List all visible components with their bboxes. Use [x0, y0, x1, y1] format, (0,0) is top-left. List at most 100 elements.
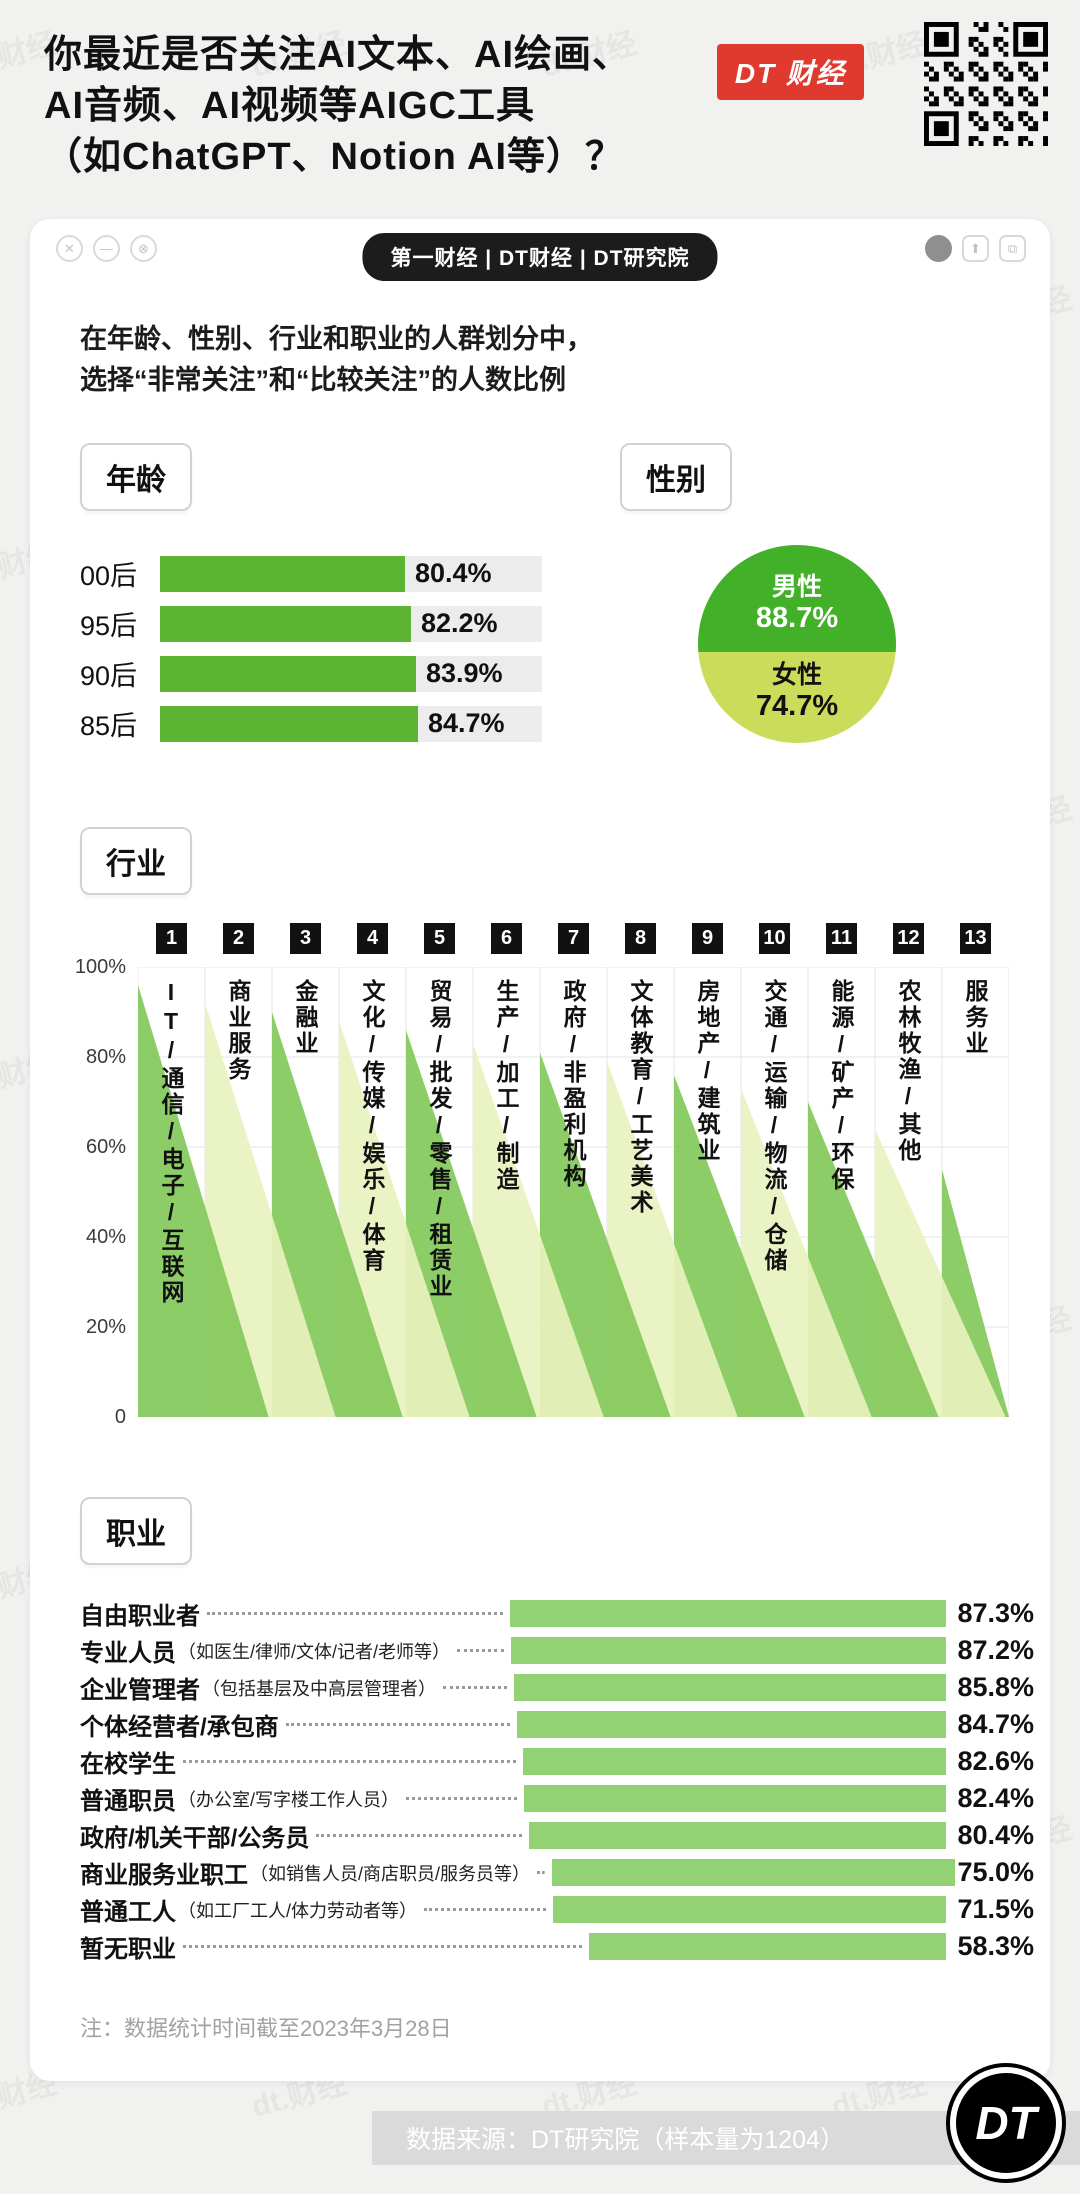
occupation-value-label: 87.3%: [957, 1598, 1034, 1628]
gender-column: 性别 男性 88.7% 女性 74.7%: [620, 443, 1050, 755]
occupation-row: 普通职员 （办公室/写字楼工作人员） 82.4%: [80, 1780, 1034, 1817]
page-title-line-3: （如ChatGPT、Notion AI等）？: [44, 136, 624, 178]
occupation-bar: [589, 1933, 946, 1960]
industry-category-label: 交通/运输/物流/仓储: [761, 979, 787, 1274]
industry-triangle-5: [406, 1030, 537, 1417]
industry-y-tick: 0: [114, 1406, 126, 1428]
age-bar-fill: [160, 555, 405, 592]
occupation-label: 商业服务业职工: [80, 1862, 248, 1889]
occupation-row: 商业服务业职工 （如销售人员/商店职员/服务员等） 75.0%: [80, 1854, 1034, 1891]
industry-area-chart: 100% 80% 60% 40% 20% 0 1 IT/通信/电子/互联网 2 商业服务 3 金融业…: [74, 923, 1050, 1428]
chart-description: 在年龄、性别、行业和职业的人群划分中， 选择“非常关注”和“比较关注”的人数比例: [80, 319, 1050, 401]
footer: 数据来源：DT研究院（样本量为1204） DT: [0, 2063, 1080, 2191]
occupation-bar-chart: 自由职业者 87.3% 专业人员 （如医生/律师/文体/记者/老师等） 87.2% 企业管…: [80, 1595, 1034, 1965]
minimize-icon[interactable]: —: [93, 235, 120, 262]
dotted-leader: [183, 1760, 516, 1763]
close-icon[interactable]: ✕: [56, 235, 83, 262]
industry-triangle-9: [674, 1075, 805, 1417]
window-extra-icon[interactable]: ⊗: [130, 235, 157, 262]
industry-triangle-10: [741, 1088, 872, 1417]
age-bar-track: 84.7%: [160, 705, 542, 742]
industry-number-badge: 9: [692, 923, 723, 954]
occupation-row: 政府/机关干部/公务员 80.4%: [80, 1817, 1034, 1854]
occupation-label-note: （包括基层及中高层管理者）: [202, 1678, 436, 1699]
occupation-bar: [510, 1600, 946, 1627]
age-category-label: 90后: [80, 661, 138, 691]
gender-pie-chart: 男性 88.7% 女性 74.7%: [698, 545, 896, 743]
occupation-row: 个体经营者/承包商 84.7%: [80, 1706, 1034, 1743]
window-header: ✕ — ⊗ 第一财经 | DT财经 | DT研究院 ⬆ ⧉: [30, 219, 1050, 289]
occupation-value-label: 58.3%: [957, 1931, 1034, 1961]
occupation-row: 暂无职业 58.3%: [80, 1928, 1034, 1965]
occupation-row: 在校学生 82.6%: [80, 1743, 1034, 1780]
occupation-label-note: （如医生/律师/文体/记者/老师等）: [178, 1641, 451, 1662]
industry-category-label: 服务业: [962, 979, 988, 1057]
record-icon[interactable]: [925, 235, 952, 262]
industry-triangle-11: [808, 1102, 939, 1417]
qr-code: [924, 22, 1048, 146]
industry-category-label: 房地产/建筑业: [694, 979, 720, 1164]
pie-female-value: 74.7%: [755, 689, 839, 722]
industry-number-badge: 4: [357, 923, 388, 954]
industry-category-label: 政府/非盈利机构: [560, 979, 586, 1190]
industry-number-badge: 7: [558, 923, 589, 954]
industry-number-badge: 13: [960, 923, 991, 954]
pie-male-label: 男性: [771, 573, 822, 601]
occupation-label: 专业人员: [80, 1640, 176, 1667]
age-value-label: 84.7%: [428, 708, 505, 738]
industry-triangle-8: [607, 1061, 738, 1417]
age-value-label: 80.4%: [415, 558, 492, 588]
age-bar-track: 82.2%: [160, 605, 542, 642]
occupation-section: 职业: [80, 1497, 1050, 1565]
industry-number-badge: 2: [223, 923, 254, 954]
window-controls-right: ⬆ ⧉: [925, 235, 1026, 262]
publisher-logos: 第一财经 | DT财经 | DT研究院: [362, 233, 718, 281]
age-bar-chart: 00后 80.4% 95后 82.2% 90后 83.9% 85后 84.7%: [80, 555, 620, 742]
dotted-leader: [537, 1871, 546, 1874]
share-icon[interactable]: ⬆: [962, 235, 989, 262]
industry-category-label: 商业服务: [225, 979, 251, 1083]
industry-triangle-4: [339, 1021, 470, 1417]
industry-category-label: IT/通信/电子/互联网: [158, 979, 184, 1306]
industry-number-badge: 5: [424, 923, 455, 954]
industry-number-badge: 11: [826, 923, 857, 954]
age-bar-fill: [160, 655, 416, 692]
occupation-bar: [511, 1637, 946, 1664]
occupation-label-note: （如工厂工人/体力劳动者等）: [178, 1900, 417, 1921]
occupation-row: 专业人员 （如医生/律师/文体/记者/老师等） 87.2%: [80, 1632, 1034, 1669]
age-value-label: 83.9%: [426, 658, 503, 688]
section-chip-industry: 行业: [80, 827, 192, 895]
data-cutoff-note: 注：数据统计时间截至2023年3月28日: [80, 2016, 452, 2041]
occupation-bar: [524, 1785, 946, 1812]
occupation-bar: [523, 1748, 946, 1775]
occupation-label: 在校学生: [80, 1751, 176, 1778]
dotted-leader: [457, 1649, 504, 1652]
qr-code-pattern: [924, 22, 1048, 146]
industry-y-tick: 80%: [85, 1046, 126, 1068]
age-bar-track: 80.4%: [160, 555, 542, 592]
occupation-label: 普通工人: [80, 1899, 176, 1926]
industry-category-label: 文化/传媒/娱乐/体育: [359, 979, 385, 1274]
age-bar-fill: [160, 605, 411, 642]
window-controls-left: ✕ — ⊗: [56, 235, 157, 262]
industry-category-label: 农林牧渔/其他: [895, 979, 921, 1164]
dotted-leader: [424, 1908, 546, 1911]
page-title-line-1: 你最近是否关注AI文本、AI绘画、: [44, 34, 632, 76]
overlap-windows-icon[interactable]: ⧉: [999, 235, 1026, 262]
dotted-leader: [406, 1797, 517, 1800]
occupation-label: 政府/机关干部/公务员: [80, 1825, 310, 1852]
occupation-value-label: 80.4%: [957, 1820, 1034, 1850]
chart-description-line-1: 在年龄、性别、行业和职业的人群划分中，: [80, 324, 593, 354]
occupation-row: 企业管理者 （包括基层及中高层管理者） 85.8%: [80, 1669, 1034, 1706]
industry-y-tick: 100%: [74, 956, 126, 978]
occupation-row: 普通工人 （如工厂工人/体力劳动者等） 71.5%: [80, 1891, 1034, 1928]
occupation-bar: [553, 1896, 946, 1923]
section-chip-age: 年龄: [80, 443, 192, 511]
occupation-value-label: 84.7%: [957, 1709, 1034, 1739]
industry-triangle-6: [473, 1043, 604, 1417]
industry-plot-area: 1 IT/通信/电子/互联网 2 商业服务 3 金融业 4 文化/传媒/娱乐/体育 5 贸易/批发…: [138, 923, 1009, 1417]
dt-logo: DT: [946, 2063, 1066, 2183]
occupation-row: 自由职业者 87.3%: [80, 1595, 1034, 1632]
occupation-label: 普通职员: [80, 1788, 176, 1815]
dotted-leader: [183, 1945, 582, 1948]
